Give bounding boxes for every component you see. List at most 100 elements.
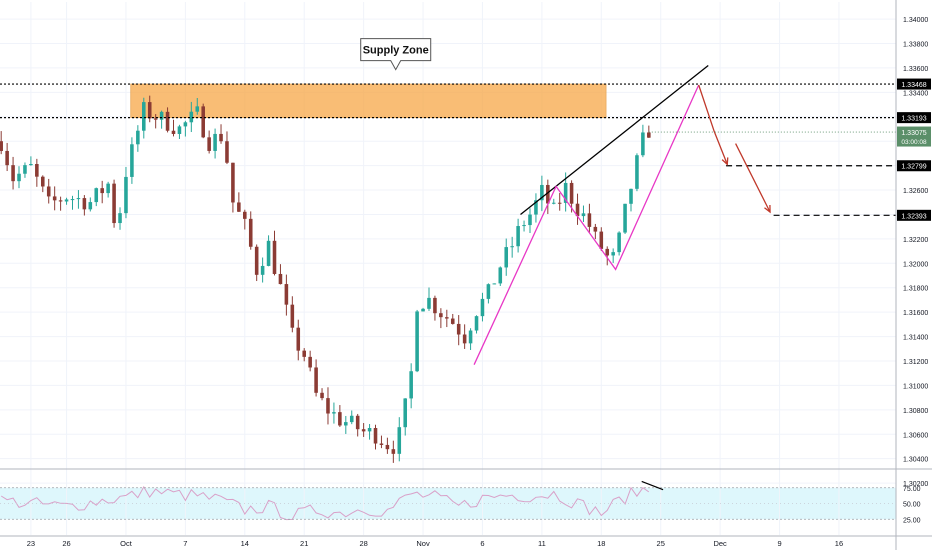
time-tick-label: 26 <box>62 539 70 548</box>
candle-body <box>225 141 229 163</box>
price-tick-label: 1.31200 <box>903 359 928 366</box>
candle-body <box>587 213 592 227</box>
candle-body <box>278 273 283 285</box>
price-tick-label: 1.30800 <box>903 408 928 415</box>
price-tick-label: 1.30600 <box>903 432 928 439</box>
time-tick-label: Oct <box>120 539 133 548</box>
drawings-layer: Supply Zone <box>0 38 896 491</box>
candle-body <box>40 176 45 187</box>
price-tick-label: 1.32000 <box>903 261 928 268</box>
candle-body <box>522 225 526 227</box>
candle-body <box>445 317 449 319</box>
candle-body <box>605 248 610 256</box>
candle-body <box>326 398 330 414</box>
rsi-line <box>0 485 650 521</box>
rsi-tick-label: 25.00 <box>903 517 921 524</box>
candle-body <box>320 392 324 399</box>
candles-layer <box>0 95 651 463</box>
candle-body <box>498 267 503 284</box>
supply-zone-layer <box>130 83 607 119</box>
price-tick-label: 1.30200 <box>903 481 928 488</box>
time-tick-label: 9 <box>777 539 781 548</box>
candle-body <box>153 118 158 120</box>
price-tick-label: 1.31800 <box>903 286 928 293</box>
candle-body <box>468 330 473 344</box>
candle-body <box>581 213 586 217</box>
arrowhead <box>764 205 771 214</box>
candle-body <box>450 318 455 324</box>
price-tag-label: 1.33193 <box>901 116 926 123</box>
candle-body <box>492 283 497 285</box>
price-tag <box>897 209 931 221</box>
candle-body <box>70 199 75 201</box>
candle-body <box>385 444 390 450</box>
candle-body <box>0 141 3 151</box>
candle-body <box>462 334 467 344</box>
candle-body <box>254 246 259 275</box>
candle-timer-label: 03:00:08 <box>901 139 927 146</box>
candle-body <box>284 284 289 305</box>
candle-body <box>64 199 69 202</box>
candle-body <box>635 155 639 189</box>
candle-body <box>29 164 33 166</box>
candle-body <box>142 102 146 131</box>
candle-body <box>415 311 419 372</box>
price-tick-label: 1.34000 <box>903 17 928 24</box>
candle-body <box>213 133 217 151</box>
candle-body <box>349 415 354 423</box>
candle-body <box>623 203 627 233</box>
candle-body <box>355 415 360 430</box>
candle-body <box>427 297 431 309</box>
candle-body <box>344 422 348 426</box>
candle-body <box>528 214 532 226</box>
trend-line <box>520 64 709 215</box>
candle-body <box>593 226 598 232</box>
time-tick-label: 6 <box>480 539 484 548</box>
candle-body <box>248 218 253 247</box>
candle-body <box>367 428 372 432</box>
candle-body <box>510 246 514 248</box>
current-price-tag <box>897 126 931 147</box>
grid-lines <box>0 2 896 535</box>
rsi-layer <box>0 485 896 521</box>
candle-body <box>439 313 443 318</box>
candle-body <box>409 371 413 399</box>
candle-body <box>308 356 312 368</box>
price-tick-label: 1.32200 <box>903 237 928 244</box>
projection-arrow <box>735 143 771 213</box>
price-tick-label: 1.32600 <box>903 188 928 195</box>
candle-body <box>361 429 366 432</box>
candle-body <box>189 111 194 123</box>
projection-arrow <box>698 84 728 165</box>
price-tick-label: 1.30400 <box>903 457 928 464</box>
candle-body <box>599 231 604 249</box>
candle-body <box>112 183 116 224</box>
current-price-label: 1.33075 <box>901 130 926 137</box>
time-tick-label: 25 <box>657 539 665 548</box>
candle-body <box>516 226 520 247</box>
candle-body <box>486 284 491 299</box>
candle-body <box>136 130 140 145</box>
time-tick-label: 28 <box>359 539 367 548</box>
candle-body <box>76 198 81 200</box>
candle-body <box>290 304 295 328</box>
candle-body <box>433 297 437 314</box>
price-tag-label: 1.33468 <box>901 82 926 89</box>
candle-body <box>23 165 27 174</box>
price-tag <box>897 112 931 124</box>
price-tag-label: 1.32393 <box>901 213 926 220</box>
candle-body <box>237 202 241 212</box>
candle-body <box>373 428 378 444</box>
candle-body <box>403 398 408 428</box>
candle-body <box>617 232 621 253</box>
candle-body <box>551 202 556 204</box>
time-tick-label: Nov <box>416 539 430 548</box>
supply-zone-box <box>130 83 607 119</box>
candle-body <box>421 308 425 312</box>
rsi-tick-label: 75.00 <box>903 486 921 493</box>
candle-body <box>130 144 134 177</box>
candle-body <box>11 165 15 182</box>
price-tick-label: 1.33400 <box>903 90 928 97</box>
